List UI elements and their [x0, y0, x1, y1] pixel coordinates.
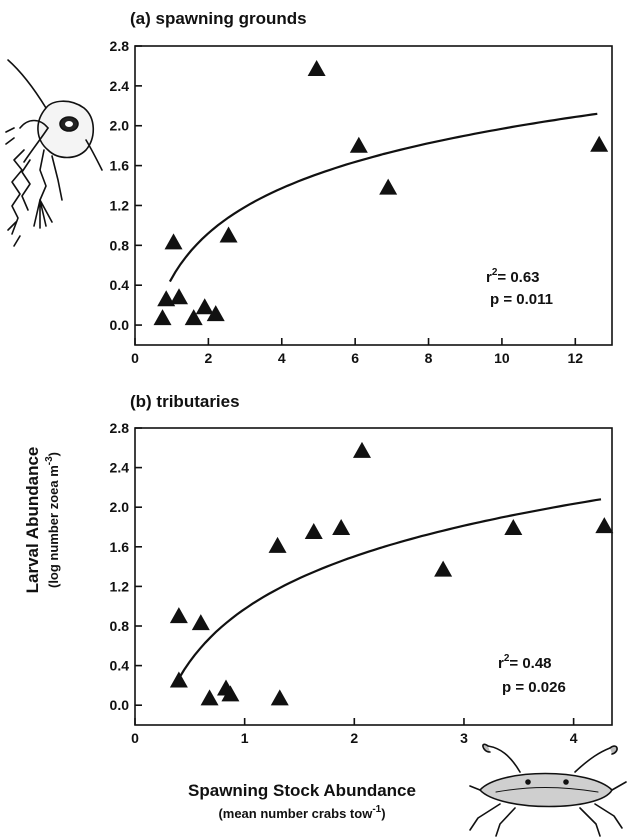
y-tick-label: 2.0 — [110, 499, 130, 515]
y-axis-title: Larval Abundance — [23, 447, 42, 594]
y-axis-subtitle: (log number zoea m-3) — [44, 452, 61, 588]
panel-b-tributaries: (b) tributaries 0.0 0.4 0.8 1.2 1.6 2.0 2.4 2.8 0… — [110, 392, 614, 746]
y-tick-label: 2.8 — [110, 38, 130, 54]
fit-curve — [177, 498, 602, 680]
y-tick-label: 2.4 — [110, 460, 130, 476]
data-point-triangle — [595, 517, 614, 534]
data-point-triangle — [169, 671, 188, 688]
x-tick-label: 3 — [460, 730, 468, 746]
data-point-triangle — [268, 536, 287, 553]
r-squared-label: r2= 0.63 — [486, 267, 540, 286]
data-point-triangle — [195, 298, 214, 315]
data-point-triangle — [169, 607, 188, 624]
blue-crab-illustration-icon — [469, 743, 627, 837]
x-tick-label: 2 — [204, 350, 212, 366]
x-tick-label: 12 — [568, 350, 584, 366]
data-point-triangle — [184, 309, 203, 326]
x-axis-subtitle: (mean number crabs tow-1) — [218, 804, 385, 821]
data-point-triangle — [434, 560, 453, 577]
panel-a-spawning-grounds: (a) spawning grounds 0.0 0.4 0.8 1.2 1.6 2.0 2.… — [110, 9, 613, 366]
y-tick-label: 2.8 — [110, 420, 130, 436]
y-tick-label: 0.8 — [110, 618, 130, 634]
r-squared-label: r2= 0.48 — [498, 653, 552, 672]
x-tick-label: 4 — [278, 350, 286, 366]
p-value-label: p = 0.011 — [490, 291, 553, 308]
data-point-triangle — [349, 136, 368, 153]
data-point-triangle — [270, 689, 289, 706]
y-tick-label: 0.0 — [110, 697, 130, 713]
y-tick-label: 0.0 — [110, 317, 130, 333]
x-tick-label: 0 — [131, 730, 139, 746]
p-value-label: p = 0.026 — [502, 679, 566, 696]
x-tick-label: 8 — [425, 350, 433, 366]
data-point-triangle — [304, 523, 323, 540]
y-tick-label: 1.6 — [110, 539, 130, 555]
y-tick-label: 0.8 — [110, 237, 130, 253]
crab-zoea-larva-illustration-icon — [5, 59, 103, 247]
y-tick-label: 1.6 — [110, 158, 130, 174]
x-tick-label: 10 — [494, 350, 510, 366]
y-tick-label: 1.2 — [110, 578, 130, 594]
data-point-triangle — [307, 60, 326, 76]
data-point-triangle — [170, 288, 189, 305]
data-point-triangle — [221, 685, 240, 702]
data-point-triangle — [200, 689, 219, 706]
data-point-triangle — [379, 178, 398, 195]
x-tick-label: 0 — [131, 350, 139, 366]
panel-title: (b) tributaries — [130, 392, 240, 411]
fit-curve — [168, 112, 598, 283]
data-point-triangle — [504, 519, 523, 536]
panel-title: (a) spawning grounds — [130, 9, 307, 28]
y-tick-label: 2.4 — [110, 78, 130, 94]
data-point-triangle — [332, 519, 351, 536]
data-point-triangle — [590, 135, 609, 152]
x-tick-label: 1 — [241, 730, 249, 746]
data-point-triangle — [153, 309, 172, 326]
plot-frame — [134, 427, 613, 726]
data-point-triangle — [164, 233, 183, 250]
y-tick-label: 1.2 — [110, 197, 130, 213]
x-tick-label: 2 — [350, 730, 358, 746]
x-axis-title: Spawning Stock Abundance — [188, 781, 416, 800]
data-point-triangle — [191, 614, 210, 631]
data-point-triangle — [157, 290, 176, 307]
data-point-triangle — [206, 305, 225, 322]
y-tick-label: 2.0 — [110, 118, 130, 134]
plot-frame — [134, 45, 613, 346]
x-tick-label: 4 — [570, 730, 578, 746]
y-tick-label: 0.4 — [110, 277, 130, 293]
data-point-triangle — [219, 226, 238, 243]
data-point-triangle — [352, 441, 371, 458]
y-tick-label: 0.4 — [110, 658, 130, 674]
x-tick-label: 6 — [351, 350, 359, 366]
